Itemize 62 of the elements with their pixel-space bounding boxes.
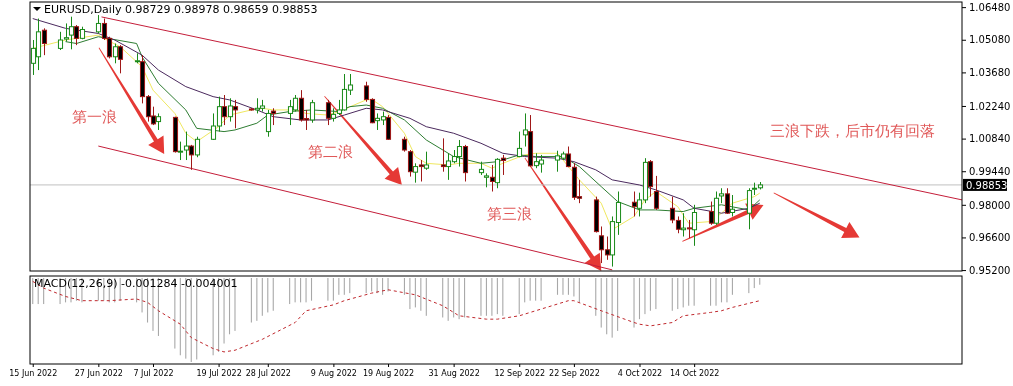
candlestick — [440, 137, 447, 173]
candlestick — [385, 114, 392, 141]
annotation: 第三浪 — [486, 205, 532, 224]
candlestick — [287, 99, 294, 126]
chart-title: MACD(12,26,9) -0.001284 -0.004001 — [34, 277, 238, 290]
candlestick — [232, 99, 239, 129]
candlestick — [183, 131, 190, 161]
x-tick-label: 31 Aug 2022 — [428, 368, 480, 378]
candlestick — [298, 89, 305, 123]
x-tick-label: 14 Oct 2022 — [669, 368, 720, 378]
y-tick-label: 0.96600 — [969, 232, 1011, 244]
candlestick — [691, 204, 698, 247]
candlestick — [309, 99, 316, 124]
y-tick-label: 0.99440 — [969, 165, 1011, 177]
y-tick-label: 1.05080 — [969, 34, 1011, 46]
y-tick-label: 1.00840 — [969, 133, 1011, 145]
candlestick — [188, 144, 195, 171]
x-tick-label: 28 Jul 2022 — [245, 368, 291, 378]
candlestick — [194, 136, 201, 158]
y-tick-label: 0.95200 — [969, 264, 1011, 276]
x-tick-label: 12 Sep 2022 — [494, 368, 546, 378]
candlestick — [729, 194, 736, 217]
candlestick — [708, 201, 715, 226]
x-tick-label: 27 Jun 2022 — [74, 368, 123, 378]
x-tick-label: 4 Oct 2022 — [617, 368, 663, 378]
y-tick-label: 1.02240 — [969, 100, 1011, 112]
x-tick-label: 9 Aug 2022 — [310, 368, 357, 378]
candlestick — [522, 112, 529, 148]
candlestick — [73, 24, 80, 46]
candlestick — [686, 219, 693, 239]
candlestick — [95, 14, 102, 34]
candlestick — [177, 141, 184, 161]
y-tick-label: 1.06480 — [969, 1, 1011, 13]
candlestick — [68, 16, 75, 50]
x-tick-label: 19 Aug 2022 — [362, 368, 415, 378]
candlestick — [746, 187, 753, 230]
candlestick — [631, 191, 638, 217]
y-tick-label: 1.03680 — [969, 67, 1011, 79]
candlestick — [489, 164, 496, 193]
candlestick — [418, 159, 425, 182]
x-tick-label: 22 Sep 2022 — [549, 368, 600, 378]
candlestick — [516, 131, 523, 158]
candlestick — [41, 27, 48, 56]
candlestick — [494, 157, 501, 189]
x-tick-label: 7 Jul 2022 — [133, 368, 174, 378]
candlestick — [423, 151, 430, 171]
candlestick — [117, 44, 124, 74]
candlestick — [112, 42, 119, 64]
x-tick-label: 19 Jul 2022 — [196, 368, 242, 378]
annotation: 第一浪 — [71, 108, 117, 127]
candlestick — [407, 149, 414, 178]
candlestick — [653, 175, 660, 211]
x-tick-label: 15 Jun 2022 — [9, 368, 58, 378]
candlestick — [221, 94, 228, 126]
annotation: 三浪下跌，后市仍有回落 — [770, 121, 936, 140]
candlestick — [500, 154, 507, 176]
ref-line-label: 0.98853 — [966, 179, 1008, 191]
candlestick — [412, 162, 419, 184]
chart-title: EURUSD,Daily 0.98729 0.98978 0.98659 0.98853 — [44, 3, 318, 16]
y-tick-label: 0.98000 — [969, 199, 1011, 211]
candlestick — [227, 97, 234, 123]
annotation: 第二浪 — [307, 143, 353, 162]
